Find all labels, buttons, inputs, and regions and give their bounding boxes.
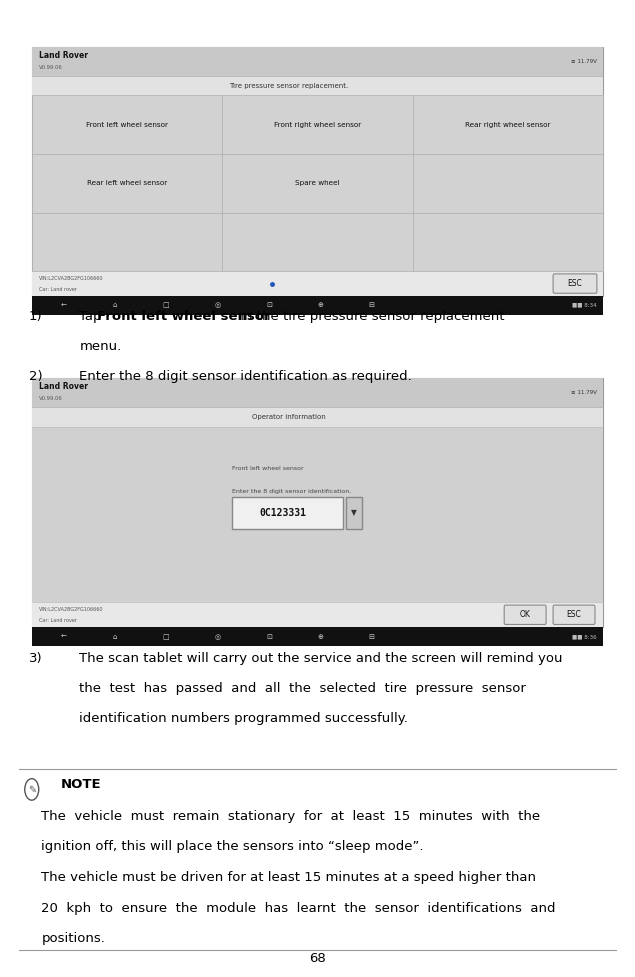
Text: NOTE: NOTE [60, 778, 101, 790]
Text: ⊡: ⊡ [266, 302, 272, 309]
Text: ≡ 11.79V: ≡ 11.79V [571, 390, 597, 395]
Bar [32, 378, 603, 627]
Text: Front left wheel sensor: Front left wheel sensor [86, 122, 168, 128]
Bar [32, 47, 603, 75]
Bar [32, 627, 603, 646]
Text: ESC: ESC [566, 611, 582, 619]
Text: ESC: ESC [568, 279, 582, 288]
Text: The  vehicle  must  remain  stationary  for  at  least  15  minutes  with  the: The vehicle must remain stationary for a… [41, 810, 540, 823]
Text: Spare wheel: Spare wheel [295, 181, 340, 187]
Text: 0C123331: 0C123331 [259, 508, 307, 518]
Text: ■■ 8:34: ■■ 8:34 [572, 303, 597, 308]
Text: positions.: positions. [41, 932, 105, 945]
Text: Tire pressure sensor replacement.: Tire pressure sensor replacement. [229, 82, 349, 89]
Text: Tap: Tap [79, 310, 106, 322]
Text: □: □ [163, 302, 170, 309]
Text: 68: 68 [309, 953, 326, 965]
Text: OK: OK [519, 611, 531, 619]
Bar [32, 602, 603, 627]
Text: ◎: ◎ [215, 633, 220, 640]
FancyBboxPatch shape [504, 605, 546, 624]
Bar [413, 213, 603, 272]
Text: ←: ← [60, 633, 66, 640]
Text: ⊕: ⊕ [318, 302, 323, 309]
Bar [32, 406, 603, 427]
Text: the  test  has  passed  and  all  the  selected  tire  pressure  sensor: the test has passed and all the selected… [79, 682, 526, 695]
Bar [32, 272, 603, 296]
FancyBboxPatch shape [553, 605, 595, 624]
FancyBboxPatch shape [553, 274, 597, 293]
Bar [32, 296, 603, 315]
Text: Car: Land rover: Car: Land rover [39, 617, 77, 622]
Bar [32, 75, 603, 96]
Text: Rear left wheel sensor: Rear left wheel sensor [87, 181, 167, 187]
Text: Front left wheel sensor: Front left wheel sensor [97, 310, 271, 322]
Text: Car: Land rover: Car: Land rover [39, 286, 77, 291]
Bar [413, 96, 603, 154]
Text: ≡ 11.79V: ≡ 11.79V [571, 59, 597, 64]
Bar [413, 154, 603, 213]
Text: ⊕: ⊕ [318, 633, 323, 640]
Bar [32, 378, 603, 406]
Text: The scan tablet will carry out the service and the screen will remind you: The scan tablet will carry out the servi… [79, 652, 563, 664]
Text: VIN:L2CVA2BG2FG106660: VIN:L2CVA2BG2FG106660 [39, 276, 104, 280]
Bar [32, 47, 603, 296]
Text: 1): 1) [29, 310, 42, 322]
Bar [222, 96, 413, 154]
Bar [222, 154, 413, 213]
Text: ✎: ✎ [28, 785, 36, 794]
Text: ignition off, this will place the sensors into “sleep mode”.: ignition off, this will place the sensor… [41, 840, 424, 853]
Bar [232, 497, 343, 529]
Bar [32, 96, 222, 154]
Text: Land Rover: Land Rover [39, 382, 88, 391]
Text: ⌂: ⌂ [112, 302, 117, 309]
Text: menu.: menu. [79, 340, 122, 353]
Text: V0.99.06: V0.99.06 [39, 397, 63, 402]
Text: ■■ 8:36: ■■ 8:36 [572, 634, 597, 639]
Text: Operator information: Operator information [252, 413, 326, 420]
Text: VIN:L2CVA2BG2FG106660: VIN:L2CVA2BG2FG106660 [39, 607, 104, 612]
Bar [222, 213, 413, 272]
Text: ⊡: ⊡ [266, 633, 272, 640]
Text: Front left wheel sensor: Front left wheel sensor [232, 466, 304, 471]
Text: The vehicle must be driven for at least 15 minutes at a speed higher than: The vehicle must be driven for at least … [41, 871, 537, 884]
Text: Land Rover: Land Rover [39, 51, 88, 60]
Text: Front right wheel sensor: Front right wheel sensor [274, 122, 361, 128]
Text: ▼: ▼ [351, 508, 357, 517]
Bar [32, 427, 603, 602]
Bar [32, 213, 222, 272]
Text: Enter the 8 digit sensor identification as required.: Enter the 8 digit sensor identification … [79, 370, 412, 383]
Text: ◎: ◎ [215, 302, 220, 309]
Text: ⌂: ⌂ [112, 633, 117, 640]
Text: 3): 3) [29, 652, 42, 664]
Text: Rear right wheel sensor: Rear right wheel sensor [465, 122, 551, 128]
Text: identification numbers programmed successfully.: identification numbers programmed succes… [79, 712, 408, 725]
Bar [32, 154, 222, 213]
Bar [346, 497, 362, 529]
Text: Enter the 8 digit sensor identification.: Enter the 8 digit sensor identification. [232, 489, 351, 494]
Text: in the tire pressure sensor replacement: in the tire pressure sensor replacement [236, 310, 504, 322]
Text: ⊟: ⊟ [369, 633, 375, 640]
Text: ⊟: ⊟ [369, 302, 375, 309]
Text: 2): 2) [29, 370, 42, 383]
Text: V0.99.06: V0.99.06 [39, 65, 63, 70]
Text: 20  kph  to  ensure  the  module  has  learnt  the  sensor  identifications  and: 20 kph to ensure the module has learnt t… [41, 902, 556, 914]
Text: □: □ [163, 633, 170, 640]
Text: ←: ← [60, 302, 66, 309]
